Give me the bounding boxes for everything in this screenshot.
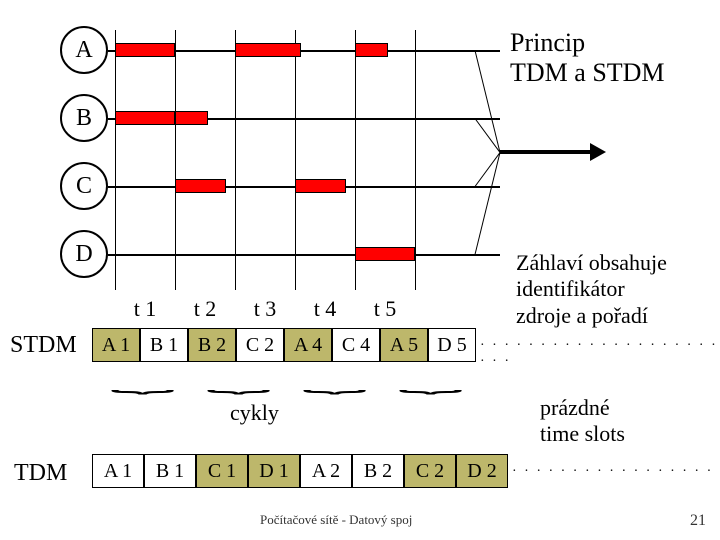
- stdm-cell: A 5: [380, 328, 428, 362]
- cycle-brace: ⏟: [110, 368, 175, 394]
- source-d-label: D: [60, 230, 108, 278]
- time-slot-label: t 1: [123, 296, 167, 322]
- page-number: 21: [690, 512, 706, 530]
- time-slot-label: t 5: [363, 296, 407, 322]
- data-burst: [175, 111, 208, 125]
- stdm-cell: A 4: [284, 328, 332, 362]
- cycle-brace: ⏟: [302, 368, 367, 394]
- source-c-label: C: [60, 162, 108, 210]
- data-burst: [115, 111, 175, 125]
- timeline-tick: [115, 30, 116, 290]
- timeline-tick: [235, 30, 236, 290]
- header-annotation: Záhlaví obsahujeidentifikátorzdroje a po…: [516, 250, 667, 329]
- cycle-brace: ⏟: [398, 368, 463, 394]
- timeline-tick: [415, 30, 416, 290]
- source-b-label: B: [60, 94, 108, 142]
- tdm-cell: B 1: [144, 454, 196, 488]
- time-slot-label: t 4: [303, 296, 347, 322]
- tdm-cell: A 1: [92, 454, 144, 488]
- stdm-continuation-dots: · · · · · · · · · · · · · · · · · · · · …: [480, 338, 720, 370]
- tdm-cell: C 1: [196, 454, 248, 488]
- diagram-title: PrincipTDM a STDM: [510, 28, 665, 88]
- data-burst: [175, 179, 226, 193]
- tdm-cell: D 2: [456, 454, 508, 488]
- data-burst: [235, 43, 301, 57]
- data-burst: [355, 247, 415, 261]
- stdm-cell: B 1: [140, 328, 188, 362]
- timeline-tick: [295, 30, 296, 290]
- data-burst: [295, 179, 346, 193]
- cykly-label: cykly: [230, 400, 279, 426]
- data-burst: [355, 43, 388, 57]
- converge-line: [475, 152, 501, 187]
- stdm-cell: C 4: [332, 328, 380, 362]
- stdm-cell: B 2: [188, 328, 236, 362]
- tdm-cell: C 2: [404, 454, 456, 488]
- output-arrow-head: [590, 143, 606, 161]
- tdm-label: TDM: [14, 460, 67, 487]
- tdm-cell: B 2: [352, 454, 404, 488]
- empty-slots-annotation: prázdnétime slots: [540, 395, 625, 448]
- tdm-continuation-dots: · · · · · · · · · · · · · · · · ·: [512, 464, 713, 480]
- output-arrow-shaft: [500, 150, 592, 154]
- cycle-brace: ⏟: [206, 368, 271, 394]
- stdm-cell: A 1: [92, 328, 140, 362]
- time-slot-label: t 2: [183, 296, 227, 322]
- footer-text: Počítačové sítě - Datový spoj: [260, 512, 412, 528]
- stdm-cell: C 2: [236, 328, 284, 362]
- stdm-cell: D 5: [428, 328, 476, 362]
- source-d-line: [108, 254, 500, 256]
- stdm-label: STDM: [10, 332, 77, 359]
- data-burst: [115, 43, 175, 57]
- timeline-tick: [175, 30, 176, 290]
- time-slot-label: t 3: [243, 296, 287, 322]
- tdm-cell: A 2: [300, 454, 352, 488]
- source-a-label: A: [60, 26, 108, 74]
- tdm-cell: D 1: [248, 454, 300, 488]
